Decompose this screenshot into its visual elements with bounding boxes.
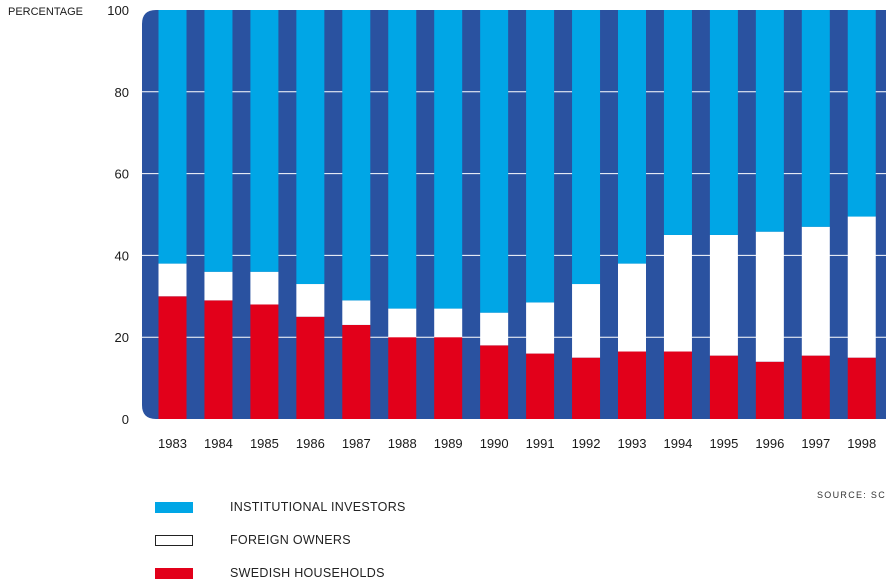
bar-segment (204, 271, 233, 301)
bar-segment (296, 316, 325, 419)
bar-segment (342, 300, 371, 325)
bar-segment (618, 10, 646, 264)
bar-segment (709, 10, 738, 235)
bar-segment (755, 10, 784, 232)
x-tick-label: 1994 (663, 436, 692, 451)
legend-label-foreign: FOREIGN OWNERS (230, 533, 351, 547)
x-tick-label: 1998 (847, 436, 876, 451)
bar-segment (434, 10, 463, 309)
bar-segment (250, 10, 279, 272)
bar-segment (250, 271, 279, 305)
x-tick-label: 1987 (342, 436, 371, 451)
bar-segment (158, 263, 187, 297)
bar-segment (480, 345, 509, 419)
bar-segment (342, 10, 371, 301)
bar-segment (801, 226, 830, 356)
x-tick-label: 1993 (618, 436, 647, 451)
y-tick-label: 20 (115, 330, 129, 345)
x-tick-label: 1989 (434, 436, 463, 451)
bar-segment (342, 324, 371, 419)
x-tick-label: 1984 (204, 436, 233, 451)
x-tick-label: 1996 (755, 436, 784, 451)
x-tick-label: 1992 (572, 436, 601, 451)
x-tick-label: 1985 (250, 436, 279, 451)
bar-segment (801, 10, 830, 227)
legend-item-foreign: FOREIGN OWNERS (155, 533, 555, 549)
bar-segment (801, 355, 830, 419)
x-tick-label: 1986 (296, 436, 325, 451)
bar-segment (847, 216, 876, 358)
legend-label-households: SWEDISH HOUSEHOLDS (230, 566, 385, 580)
legend-label-institutional: INSTITUTIONAL INVESTORS (230, 500, 406, 514)
x-tick-label: 1983 (158, 436, 187, 451)
bar-segment (204, 10, 233, 272)
y-tick-label: 100 (107, 3, 129, 18)
source-note: SOURCE: SC (817, 490, 886, 500)
legend-item-households: SWEDISH HOUSEHOLDS (155, 566, 555, 582)
bar-segment (480, 10, 509, 313)
x-tick-label: 1990 (480, 436, 509, 451)
bar-segment (250, 304, 279, 419)
bar-segment (618, 263, 646, 352)
bar-segment (434, 337, 463, 419)
x-tick-label: 1991 (526, 436, 555, 451)
bar-segment (572, 10, 601, 285)
y-tick-label: 0 (122, 412, 129, 427)
bar-segment (388, 308, 417, 338)
bar-segment (296, 284, 325, 317)
bar-segment (709, 234, 738, 356)
bar-segment (158, 296, 187, 419)
bar-segment (526, 353, 555, 419)
y-axis-label: PERCENTAGE (8, 6, 83, 18)
bar-segment (663, 351, 692, 419)
bar-segment (755, 231, 784, 362)
bar-segment (388, 337, 417, 419)
bar-segment (572, 357, 601, 419)
legend-item-institutional: INSTITUTIONAL INVESTORS (155, 500, 555, 516)
bar-segment (847, 357, 876, 419)
bar-segment (204, 300, 233, 419)
bar-segment (618, 351, 646, 419)
bar-segment (434, 308, 463, 338)
legend-swatch-institutional (155, 502, 193, 513)
bar-segment (847, 10, 876, 217)
bar-segment (158, 10, 187, 264)
bar-segment (663, 234, 692, 352)
bar-segment (388, 10, 417, 309)
y-tick-label: 60 (115, 167, 129, 182)
x-tick-label: 1997 (801, 436, 830, 451)
bar-segment (480, 312, 509, 346)
bar-segment (755, 361, 784, 419)
bar-segment (296, 10, 325, 285)
bar-segment (663, 10, 692, 235)
y-tick-label: 80 (115, 85, 129, 100)
bar-segment (526, 302, 555, 354)
bar-segment (572, 284, 601, 358)
bar-segment (709, 355, 738, 419)
legend-swatch-households (155, 568, 193, 579)
x-tick-label: 1995 (709, 436, 738, 451)
bar-segment (526, 10, 555, 303)
plot-background (142, 10, 886, 419)
legend-swatch-foreign (155, 535, 193, 546)
x-tick-label: 1988 (388, 436, 417, 451)
y-tick-label: 40 (115, 248, 129, 263)
